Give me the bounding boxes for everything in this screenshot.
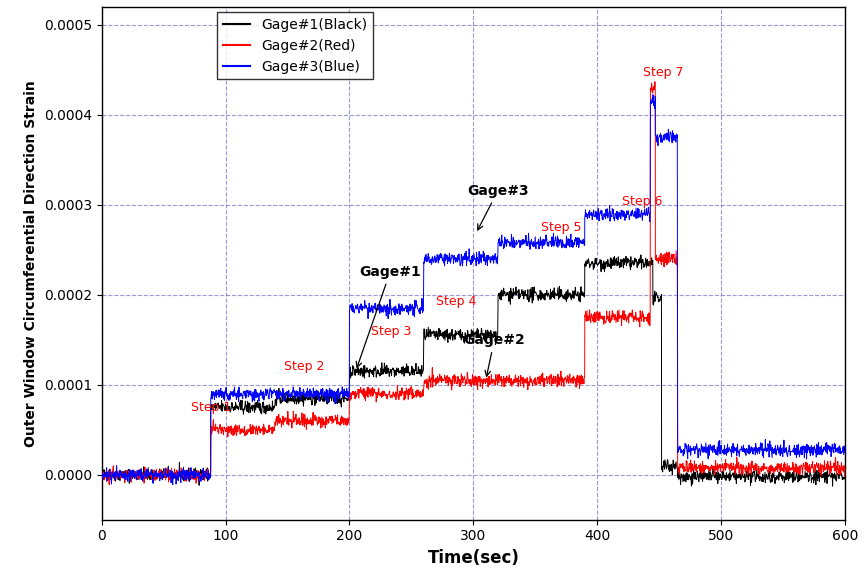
X-axis label: Time(sec): Time(sec) xyxy=(427,549,519,567)
Text: Step 6: Step 6 xyxy=(622,196,663,208)
Text: Step 4: Step 4 xyxy=(436,296,477,308)
Text: Gage#3: Gage#3 xyxy=(467,184,529,230)
Y-axis label: Outer Window Circumferential Direction Strain: Outer Window Circumferential Direction S… xyxy=(24,80,38,447)
Text: Step 7: Step 7 xyxy=(643,66,683,79)
Text: Step 2: Step 2 xyxy=(284,360,324,373)
Text: Step 1: Step 1 xyxy=(191,401,231,414)
Text: Gage#1: Gage#1 xyxy=(356,265,421,367)
Text: Step 5: Step 5 xyxy=(541,220,582,234)
Text: Step 3: Step 3 xyxy=(370,325,411,338)
Text: Gage#2: Gage#2 xyxy=(464,333,525,376)
Legend: Gage#1(Black), Gage#2(Red), Gage#3(Blue): Gage#1(Black), Gage#2(Red), Gage#3(Blue) xyxy=(217,12,373,79)
